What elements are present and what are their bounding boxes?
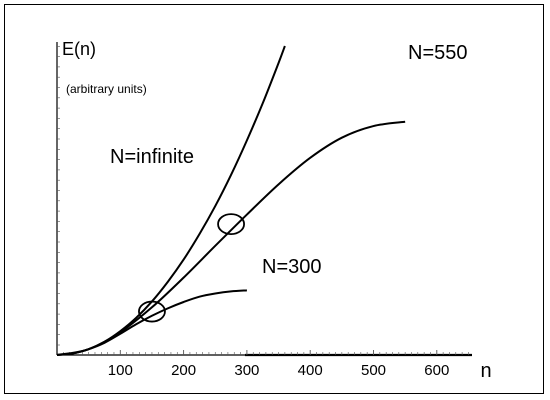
series-line-n-300 [56, 289, 247, 356]
x-tick-label: 100 [108, 362, 133, 379]
x-tick-label: 400 [298, 362, 323, 379]
series-label-n-300: N=300 [262, 256, 322, 278]
annotation-marks [138, 213, 245, 323]
intersection-ellipse [138, 300, 166, 323]
axes [56, 42, 472, 357]
x-tick-label: 200 [171, 362, 196, 379]
intersection-ellipse [217, 213, 245, 235]
x-tick-label: 500 [361, 362, 386, 379]
curves [56, 45, 406, 356]
chart-frame [4, 4, 544, 394]
x-axis-label: n [480, 360, 491, 382]
y-axis-label: E(n) [62, 39, 96, 59]
x-tick-label: 600 [424, 362, 449, 379]
y-axis-label-note: (arbitrary units) [66, 82, 147, 96]
series-line-n-550 [56, 120, 406, 356]
series-label-n-550: N=550 [408, 42, 468, 64]
labels: 100 200 300 400 500 600 E(n) (arbitrary units) n… [62, 39, 492, 382]
series-label-n-infinite: N=infinite [110, 146, 194, 168]
x-tick-label: 300 [234, 362, 259, 379]
